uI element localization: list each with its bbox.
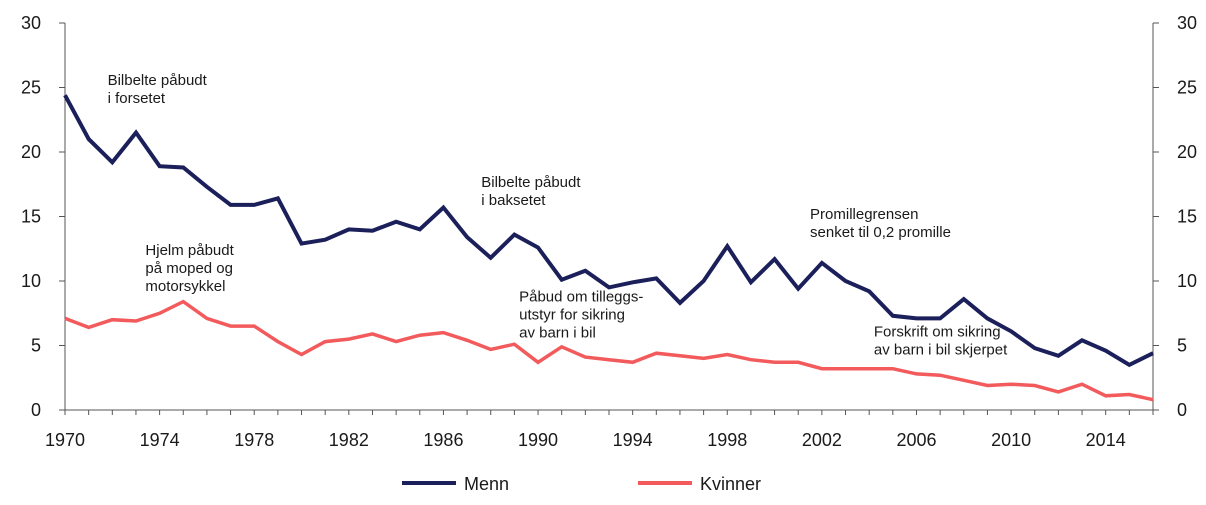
annotation-2: Hjelm påbudt på moped og motorsykkel [145,242,234,295]
legend-item-menn: Menn [402,474,509,494]
x-tick-label: 2010 [991,430,1031,450]
x-tick-label: 1990 [518,430,558,450]
x-tick-label: 2014 [1086,430,1126,450]
annotation-5: Promillegrensen senket til 0,2 promille [810,206,951,241]
annotation-line: motorsykkel [145,278,225,295]
y-tick-label-left: 25 [21,78,41,98]
annotation-line: Påbud om tilleggs- [519,289,643,306]
x-tick-label: 2002 [802,430,842,450]
legend-label-kvinner: Kvinner [700,474,761,494]
x-tick-label: 1970 [45,430,85,450]
annotation-line: senket til 0,2 promille [810,224,951,241]
annotation-line: på moped og [145,260,233,277]
x-tick-label: 1974 [140,430,180,450]
y-tick-label-left: 0 [31,400,41,420]
y-tick-label-right: 0 [1177,400,1187,420]
annotation-line: Forskrift om sikring [874,323,1001,340]
series-line-menn [63,94,1154,368]
annotation-line: i baksetet [481,192,546,209]
annotation-6: Forskrift om sikring av barn i bil skjerp… [874,323,1008,358]
x-tick-label: 2006 [896,430,936,450]
legend-label-menn: Menn [464,474,509,494]
x-tick-label: 1994 [613,430,653,450]
annotation-3: Bilbelte påbudt i baksetet [481,174,581,209]
annotation-line: Bilbelte påbudt [481,174,581,191]
y-tick-label-left: 20 [21,142,41,162]
series-points-kvinner [64,301,1154,400]
annotation-4: Påbud om tilleggs-utstyr for sikring av b… [519,289,643,342]
y-tick-label-left: 5 [31,336,41,356]
x-tick-label: 1978 [234,430,274,450]
annotation-line: av barn i bil skjerpet [874,341,1008,358]
annotation-line: utstyr for sikring [519,307,625,324]
y-tick-label-right: 5 [1177,336,1187,356]
y-tick-label-left: 30 [21,13,41,33]
annotation-line: Promillegrensen [810,206,918,223]
y-tick-label-right: 15 [1177,207,1197,227]
legend-item-kvinner: Kvinner [638,474,761,494]
y-tick-label-right: 30 [1177,13,1197,33]
x-tick-label: 1982 [329,430,369,450]
annotation-line: Hjelm påbudt [145,242,234,259]
y-tick-label-left: 15 [21,207,41,227]
series-line-kvinner [64,299,1154,402]
annotation-line: av barn i bil [519,325,596,342]
y-tick-label-right: 10 [1177,271,1197,291]
annotation-line: i forsetet [108,90,166,107]
annotation-line: Bilbelte påbudt [108,72,208,89]
y-tick-label-right: 25 [1177,78,1197,98]
y-tick-label-right: 20 [1177,142,1197,162]
series-points-menn [64,95,1154,365]
x-tick-label: 1998 [707,430,747,450]
y-tick-label-left: 10 [21,271,41,291]
annotation-1: Bilbelte påbudt i forsetet [108,72,208,107]
x-tick-label: 1986 [423,430,463,450]
